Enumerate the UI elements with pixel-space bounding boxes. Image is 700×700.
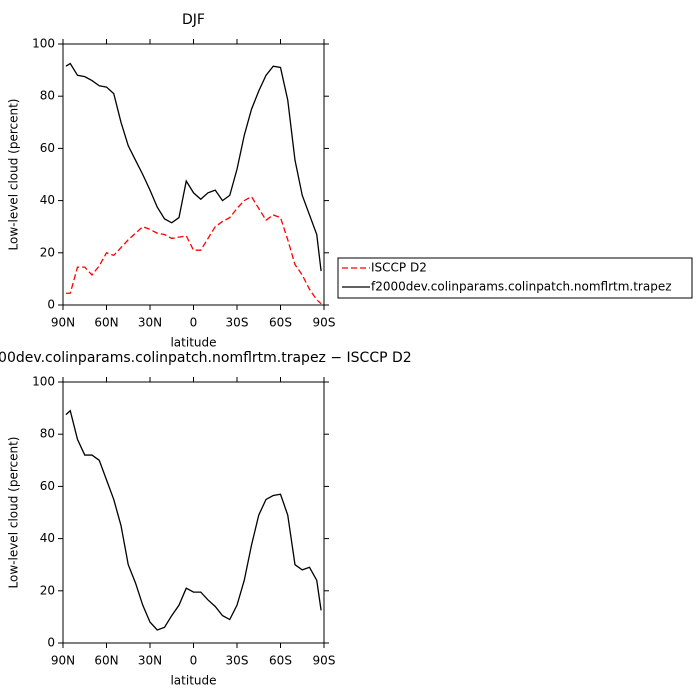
x-tick-label: 30S [226,654,249,668]
y-axis-label: Low-level cloud (percent) [7,99,21,251]
y-tick-label: 0 [47,636,55,650]
y-tick-label: 20 [40,245,55,259]
x-tick-label: 30N [138,654,162,668]
x-tick-label: 90N [51,654,75,668]
y-tick-label: 100 [32,37,55,51]
legend-label: ISCCP D2 [371,261,427,275]
y-tick-label: 100 [32,375,55,389]
x-tick-label: 30S [226,316,249,330]
x-tick-label: 60N [94,316,118,330]
y-tick-label: 80 [40,89,55,103]
y-tick-label: 40 [40,531,55,545]
x-tick-label: 90S [313,316,336,330]
chart-title: DJF [182,12,205,28]
x-tick-label: 90S [313,654,336,668]
data-line [65,62,322,272]
x-tick-label: 0 [190,316,198,330]
y-tick-label: 80 [40,427,55,441]
x-tick-label: 60S [269,316,292,330]
y-axis-label: Low-level cloud (percent) [7,437,21,589]
data-line [65,195,322,305]
x-axis-label: latitude [170,674,216,688]
x-tick-label: 90N [51,316,75,330]
legend-label: f2000dev.colinparams.colinpatch.nomflrtm… [371,280,672,294]
x-tick-label: 60N [94,654,118,668]
y-tick-label: 40 [40,193,55,207]
legend-box [337,257,693,299]
y-tick-label: 20 [40,583,55,597]
data-line [65,409,322,631]
y-tick-label: 60 [40,141,55,155]
y-tick-label: 0 [47,298,55,312]
chart-title: f2000dev.colinparams.colinpatch.nomflrtm… [0,350,412,366]
plot-frame [62,381,325,644]
plot-frame [62,43,325,306]
y-tick-label: 60 [40,479,55,493]
x-axis-label: latitude [170,336,216,350]
x-tick-label: 0 [190,654,198,668]
x-tick-label: 60S [269,654,292,668]
x-tick-label: 30N [138,316,162,330]
